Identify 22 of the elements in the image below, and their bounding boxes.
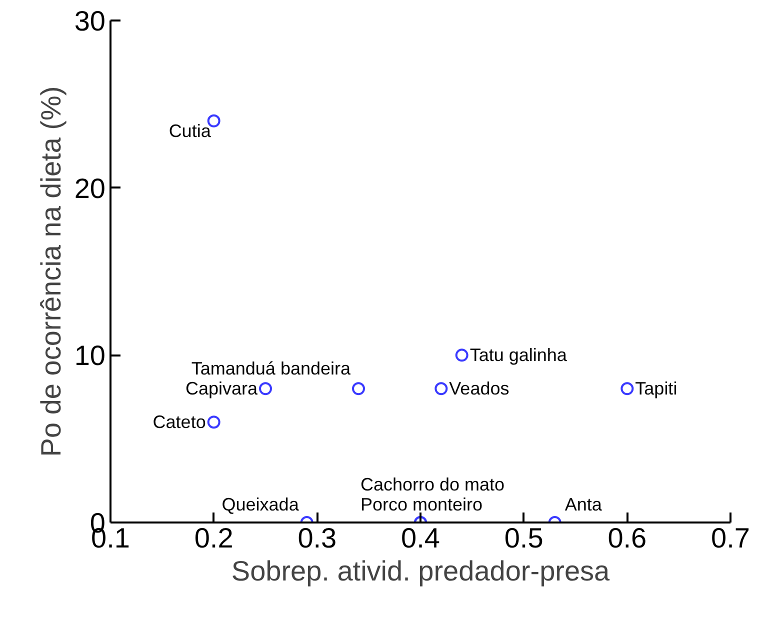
y-tick-label: 20 bbox=[74, 172, 106, 204]
y-tick-label: 10 bbox=[74, 340, 106, 372]
x-tick-label: 0.3 bbox=[298, 522, 337, 554]
y-tick-label: 30 bbox=[74, 6, 106, 36]
annotation: Tatu galinha bbox=[470, 345, 568, 366]
annotation: Anta bbox=[564, 494, 603, 514]
annotation: Capivara bbox=[185, 378, 258, 399]
annotation: Queixada bbox=[222, 494, 300, 514]
annotation: Cachorro do mato bbox=[360, 474, 505, 494]
annotation: Tamanduá bandeira bbox=[191, 358, 352, 379]
x-tick-label: 0.2 bbox=[194, 522, 234, 554]
annotation: Porco monteiro bbox=[360, 494, 483, 514]
x-tick-label: 0.7 bbox=[711, 522, 750, 554]
annotation: Tapiti bbox=[635, 378, 678, 399]
y-axis-title: Po de ocorrência na dieta (%) bbox=[35, 86, 66, 457]
x-tick-label: 0.4 bbox=[401, 522, 440, 554]
x-tick-label: 0.5 bbox=[504, 522, 544, 554]
annotation: Veados bbox=[449, 378, 510, 399]
x-axis-title: Sobrep. ativid. predador-presa bbox=[231, 556, 610, 586]
annotation: Cutia bbox=[168, 120, 212, 141]
annotation: Cateto bbox=[152, 412, 206, 432]
x-tick-label: 0.6 bbox=[608, 522, 647, 554]
